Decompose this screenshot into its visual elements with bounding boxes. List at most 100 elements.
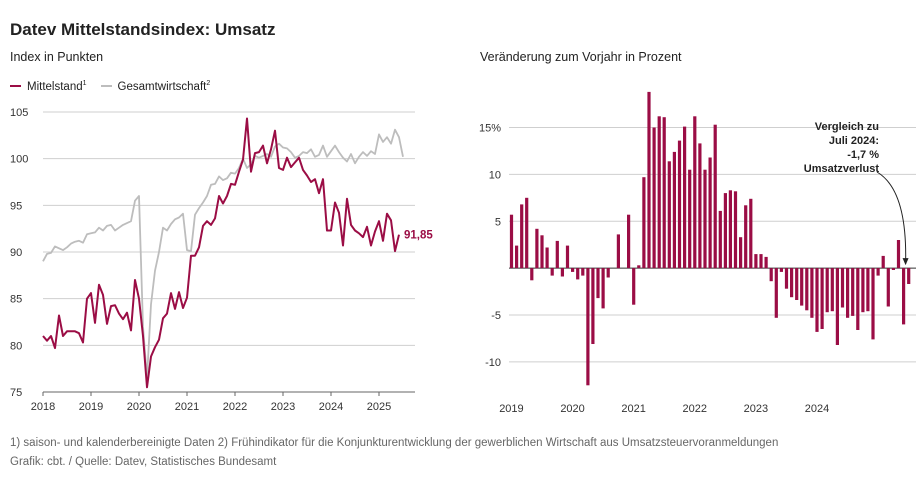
bar <box>851 268 855 316</box>
bar <box>795 268 799 300</box>
bar <box>693 116 697 269</box>
bar <box>525 197 529 269</box>
bar <box>586 268 590 386</box>
bar <box>820 268 824 329</box>
bar <box>896 240 901 269</box>
bar <box>733 191 738 269</box>
bar <box>677 140 682 269</box>
y-tick-label: 90 <box>10 247 22 259</box>
bar <box>800 268 804 306</box>
x-tick-label: 2021 <box>175 401 199 413</box>
y-tick-label: 80 <box>10 340 22 352</box>
annotation-text: -1,7 % <box>847 149 879 161</box>
bar <box>550 268 554 276</box>
legend: Mittelstand1 Gesamtwirtschaft2 <box>10 80 210 93</box>
bar <box>637 265 641 269</box>
bar <box>846 268 850 318</box>
y-tick-label: -5 <box>491 310 501 322</box>
annotation-arrowhead <box>902 258 909 266</box>
bar <box>698 143 702 269</box>
y-tick-label: 5 <box>495 216 501 228</box>
x-tick-label: 2020 <box>127 401 151 413</box>
x-tick-label: 2024 <box>805 403 829 415</box>
bar <box>545 247 549 269</box>
footnote-definitions: 1) saison- und kalenderbereinigte Daten … <box>10 437 779 449</box>
bar <box>728 190 732 269</box>
annotation-text: Juli 2024: <box>829 135 879 147</box>
x-tick-label: 2024 <box>319 401 343 413</box>
bar <box>739 237 743 269</box>
y-tick-label: 75 <box>10 387 22 399</box>
bar <box>830 268 834 312</box>
line-chart: 75 80 85 90 95 100 105 2018 2019 2020 2021 2022 2023… <box>10 107 433 413</box>
bar <box>784 268 789 289</box>
bar <box>652 127 656 269</box>
annotation-text: Umsatzverlust <box>804 163 880 175</box>
bar <box>754 254 758 269</box>
bar <box>790 268 794 298</box>
bar <box>515 245 519 269</box>
x-tick-label: 2019 <box>499 403 523 415</box>
bar <box>591 268 595 344</box>
y-tick-label: -10 <box>485 357 501 369</box>
bar <box>509 214 514 269</box>
bar <box>535 228 539 269</box>
bar <box>856 268 860 330</box>
legend-label-mittelstand: Mittelstand1 <box>27 80 87 93</box>
bar <box>560 268 564 277</box>
legend-swatch-mittelstand <box>10 85 21 88</box>
x-tick-label: 2025 <box>367 401 391 413</box>
bar <box>581 268 585 276</box>
y-tick-label: 85 <box>10 294 22 306</box>
bar <box>713 124 717 269</box>
legend-swatch-gesamtwirtschaft <box>100 85 112 88</box>
bar <box>815 268 819 332</box>
bar <box>667 161 671 269</box>
bar-chart: 15% 10 5 -5 -10 2019 2020 2021 2022 2023 2024 Vergl… <box>479 91 916 415</box>
bar <box>576 268 580 280</box>
bar <box>683 126 687 269</box>
bar <box>805 268 809 311</box>
bar <box>876 268 880 276</box>
y-tick-label: 100 <box>10 154 28 166</box>
bar <box>861 268 865 313</box>
bar <box>672 151 676 269</box>
y-tick-label: 10 <box>489 169 501 181</box>
annotation-text: Vergleich zu <box>815 121 879 133</box>
bar <box>632 268 636 305</box>
bar <box>601 268 605 309</box>
bar <box>769 268 773 282</box>
x-tick-label: 2018 <box>31 401 55 413</box>
bar <box>759 254 763 269</box>
bar <box>596 268 600 299</box>
bar <box>871 268 875 340</box>
bar <box>555 240 559 269</box>
bar <box>825 268 829 313</box>
bar <box>891 268 895 270</box>
left-chart-subtitle: Index in Punkten <box>10 50 104 64</box>
x-tick-label: 2023 <box>271 401 295 413</box>
legend-label-gesamtwirtschaft: Gesamtwirtschaft2 <box>117 80 211 93</box>
bar <box>540 235 544 269</box>
bar <box>616 234 620 269</box>
x-tick-label: 2023 <box>744 403 768 415</box>
end-value-label: 91,85 <box>404 230 433 242</box>
bar <box>810 268 814 318</box>
bar <box>708 157 712 269</box>
y-tick-label: 95 <box>10 200 22 212</box>
x-tick-label: 2020 <box>560 403 584 415</box>
bar <box>835 268 839 345</box>
x-tick-label: 2022 <box>223 401 247 413</box>
bar <box>703 169 707 269</box>
bar <box>530 268 534 281</box>
bar <box>662 117 666 269</box>
bar <box>881 255 885 269</box>
x-tick-label: 2022 <box>683 403 707 415</box>
x-tick-label: 2019 <box>79 401 103 413</box>
bar <box>744 205 748 269</box>
bar <box>840 268 845 308</box>
bar <box>774 268 778 318</box>
bar <box>718 210 722 269</box>
bar <box>779 268 783 272</box>
bar <box>749 198 753 269</box>
